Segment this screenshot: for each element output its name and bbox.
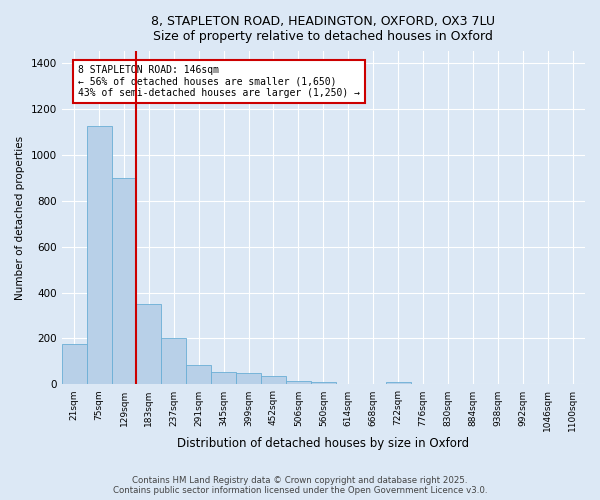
Text: Contains HM Land Registry data © Crown copyright and database right 2025.
Contai: Contains HM Land Registry data © Crown c… [113, 476, 487, 495]
Bar [112, 178, 136, 384]
Bar [286, 381, 311, 384]
Title: 8, STAPLETON ROAD, HEADINGTON, OXFORD, OX3 7LU
Size of property relative to deta: 8, STAPLETON ROAD, HEADINGTON, OXFORD, O… [151, 15, 496, 43]
Bar [311, 382, 336, 384]
Bar [261, 376, 286, 384]
Bar [211, 372, 236, 384]
Bar [86, 126, 112, 384]
Bar [62, 344, 86, 385]
Bar [186, 365, 211, 384]
Bar [236, 373, 261, 384]
Bar [386, 382, 410, 384]
Text: 8 STAPLETON ROAD: 146sqm
← 56% of detached houses are smaller (1,650)
43% of sem: 8 STAPLETON ROAD: 146sqm ← 56% of detach… [78, 65, 360, 98]
Y-axis label: Number of detached properties: Number of detached properties [15, 136, 25, 300]
Bar [161, 338, 186, 384]
Bar [136, 304, 161, 384]
X-axis label: Distribution of detached houses by size in Oxford: Distribution of detached houses by size … [177, 437, 469, 450]
